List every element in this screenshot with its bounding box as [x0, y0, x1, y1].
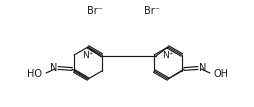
- Text: HO: HO: [27, 69, 42, 79]
- Text: N⁺: N⁺: [162, 51, 174, 59]
- Text: N: N: [199, 63, 206, 73]
- Text: Br⁻: Br⁻: [144, 6, 160, 16]
- Text: N⁺: N⁺: [82, 51, 94, 59]
- Text: N: N: [50, 63, 57, 73]
- Text: OH: OH: [214, 69, 229, 79]
- Text: Br⁻: Br⁻: [87, 6, 103, 16]
